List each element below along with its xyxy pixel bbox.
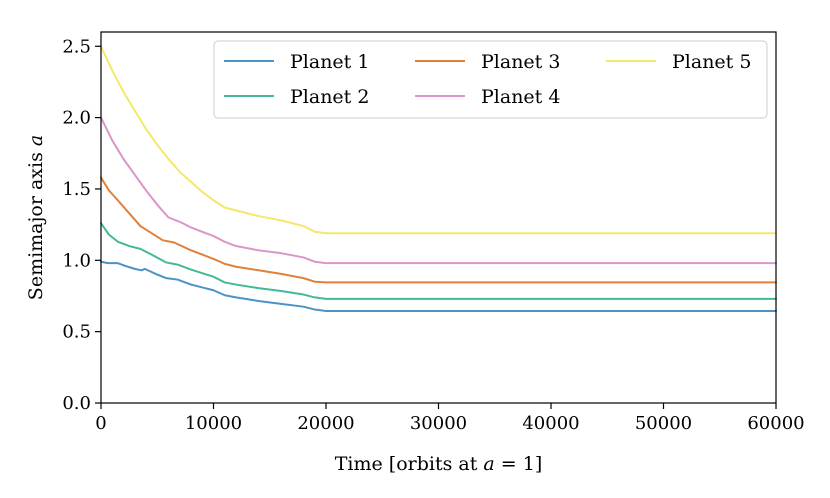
x-tick-label: 10000 <box>185 413 242 434</box>
series-line-planet-2 <box>100 222 777 300</box>
legend-label-planet-3: Planet 3 <box>481 51 560 73</box>
y-axis-label: Semimajor axis a <box>25 135 47 300</box>
x-axis-label: Time [orbits at a = 1] <box>335 453 542 475</box>
x-axis-label-var: a <box>483 453 494 475</box>
legend-label-planet-1: Planet 1 <box>290 51 369 73</box>
x-axis-label-prefix: Time [orbits at <box>335 453 484 475</box>
series-line-planet-4 <box>100 116 777 265</box>
series-line-planet-1 <box>100 260 777 312</box>
legend-label-planet-4: Planet 4 <box>481 86 560 108</box>
series-line-planet-3 <box>100 176 777 284</box>
y-tick-label: 0.0 <box>62 393 91 414</box>
y-axis-label-var: a <box>25 135 47 146</box>
y-tick-label: 1.5 <box>62 179 91 200</box>
y-tick-label: 2.0 <box>62 108 91 129</box>
x-tick-label: 40000 <box>522 413 579 434</box>
series-line-planet-5 <box>100 45 777 235</box>
x-tick-label: 20000 <box>297 413 354 434</box>
y-tick-label: 2.5 <box>62 36 91 57</box>
legend: Planet 1 Planet 2 Planet 3 Planet 4 Planet 5 <box>213 40 768 119</box>
y-tick-label: 1.0 <box>62 250 91 271</box>
series-layer <box>100 45 777 312</box>
legend-label-planet-2: Planet 2 <box>290 86 369 108</box>
x-tick-label: 0 <box>95 413 106 434</box>
legend-label-planet-5: Planet 5 <box>672 51 751 73</box>
x-tick-label: 50000 <box>635 413 692 434</box>
y-axis-label-prefix: Semimajor axis <box>25 146 47 300</box>
y-tick-label: 0.5 <box>62 322 91 343</box>
x-tick-label: 60000 <box>747 413 804 434</box>
y-axis: 0.0 0.5 1.0 1.5 2.0 2.5 <box>62 36 101 414</box>
x-axis-label-suffix: = 1] <box>495 453 543 475</box>
x-axis: 0 10000 20000 30000 40000 50000 60000 <box>95 403 805 434</box>
x-tick-label: 30000 <box>410 413 467 434</box>
